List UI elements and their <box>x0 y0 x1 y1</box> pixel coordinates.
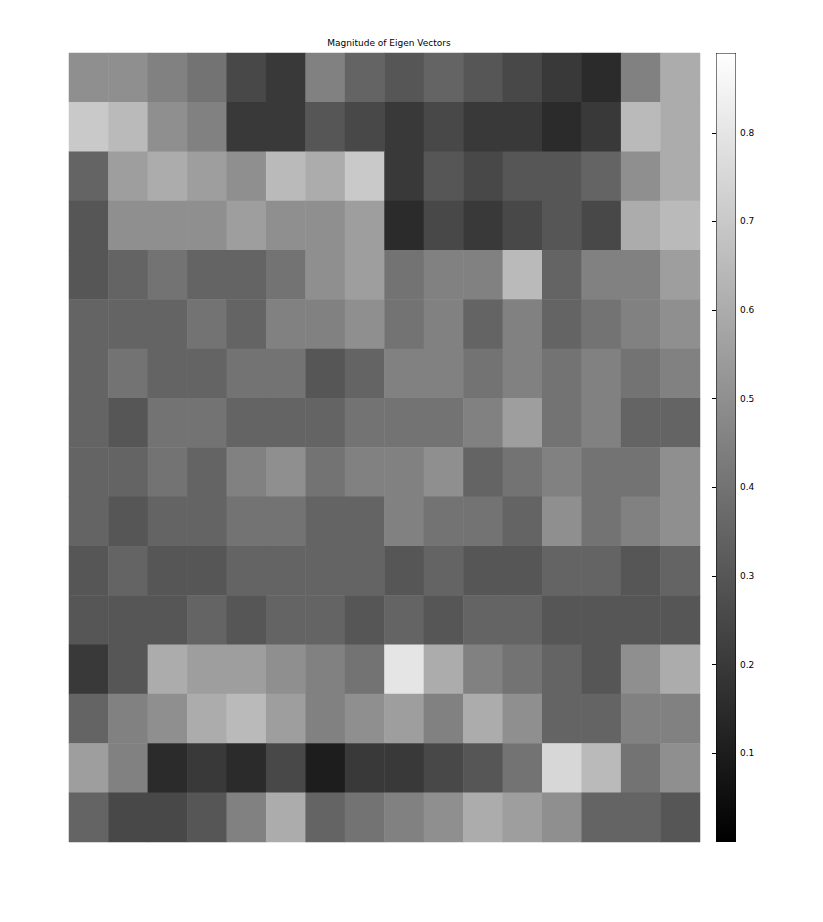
svg-text:0.8: 0.8 <box>740 128 755 138</box>
svg-text:0.2: 0.2 <box>740 660 754 670</box>
svg-text:0.1: 0.1 <box>740 748 754 758</box>
svg-text:0.4: 0.4 <box>740 482 755 492</box>
svg-text:0.3: 0.3 <box>740 571 754 581</box>
svg-text:0.6: 0.6 <box>740 305 755 315</box>
svg-text:0.7: 0.7 <box>740 216 754 226</box>
svg-text:Magnitude of Eigen Vectors: Magnitude of Eigen Vectors <box>327 38 451 48</box>
svg-text:0.5: 0.5 <box>740 394 754 404</box>
